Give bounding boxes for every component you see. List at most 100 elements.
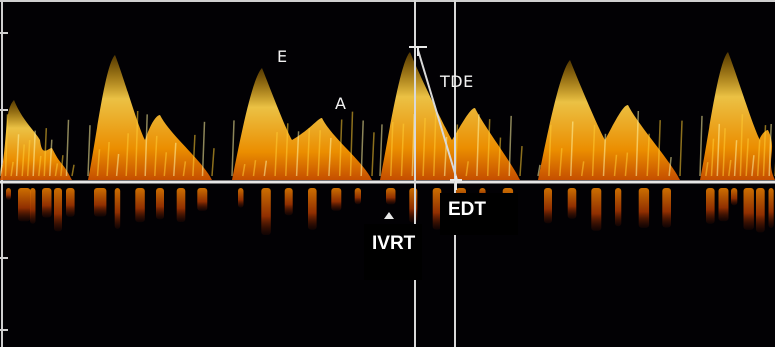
- doppler-speckle: [751, 155, 755, 177]
- doppler-speckle: [657, 120, 661, 177]
- doppler-speckle: [497, 137, 502, 177]
- doppler-speckle: [679, 120, 683, 177]
- doppler-speckle: [728, 159, 732, 177]
- a-wave-label: A: [335, 94, 347, 113]
- reverse-flow-blob: [731, 188, 738, 206]
- doppler-speckle: [115, 153, 120, 177]
- doppler-speckle: [173, 142, 177, 177]
- reverse-flow-blob: [331, 188, 342, 211]
- doppler-speckle: [26, 140, 31, 177]
- doppler-speckle: [745, 138, 749, 177]
- edt-label: EDT: [440, 193, 518, 235]
- doppler-speckle: [21, 144, 25, 177]
- reverse-flow-blob: [261, 188, 271, 235]
- doppler-speckle: [15, 134, 20, 177]
- doppler-speckle: [4, 114, 9, 177]
- peak-marker-icon: [409, 46, 427, 56]
- doppler-speckle: [739, 114, 744, 177]
- doppler-speckle: [400, 123, 405, 177]
- ivrt-arrow-icon: [384, 212, 394, 219]
- doppler-wave-beat: [538, 60, 680, 180]
- doppler-speckle: [0, 164, 3, 177]
- doppler-speckle: [317, 130, 321, 177]
- doppler-wave-beat: [88, 55, 212, 180]
- reverse-flow-blob: [308, 188, 317, 230]
- doppler-wave-beat: [232, 68, 372, 180]
- reverse-flow-blob: [718, 188, 729, 222]
- doppler-speckle: [306, 127, 311, 177]
- doppler-speckle: [65, 119, 70, 177]
- doppler-speckle: [537, 164, 541, 177]
- doppler-speckle: [379, 124, 383, 177]
- doppler-speckle: [762, 125, 767, 177]
- reverse-flow-blob: [615, 188, 622, 227]
- doppler-speckle: [328, 137, 332, 177]
- reverse-flow-blob: [30, 188, 36, 224]
- doppler-speckle: [613, 154, 618, 177]
- doppler-speckle: [60, 155, 64, 177]
- doppler-speckle: [10, 161, 14, 177]
- doppler-speckle: [548, 124, 552, 177]
- doppler-speckle: [106, 141, 110, 177]
- doppler-speckle: [163, 152, 168, 177]
- doppler-speckle: [465, 161, 469, 177]
- doppler-speckle: [602, 133, 607, 177]
- reverse-flow-blob: [238, 188, 244, 208]
- reverse-flow-blob: [386, 188, 396, 205]
- doppler-speckle: [422, 117, 426, 177]
- reverse-flow-blob: [662, 188, 671, 228]
- doppler-speckle: [201, 121, 206, 177]
- reverse-flow-blob: [432, 188, 442, 230]
- doppler-speckle: [231, 120, 235, 177]
- reverse-flow-blob: [54, 188, 62, 232]
- doppler-speckle: [756, 140, 761, 177]
- doppler-speckle: [591, 124, 596, 177]
- doppler-speckle: [716, 123, 721, 177]
- doppler-speckle: [338, 119, 343, 177]
- doppler-speckle: [371, 132, 375, 177]
- doppler-speckle: [192, 134, 196, 177]
- e-wave-label: E: [277, 47, 288, 66]
- doppler-speckle: [134, 110, 139, 177]
- doppler-speckle: [263, 160, 268, 177]
- reverse-flow-blob: [567, 188, 577, 219]
- doppler-speckle: [705, 162, 709, 177]
- reverse-flow-blob: [756, 188, 765, 233]
- reverse-flow-blob: [6, 188, 11, 200]
- doppler-speckle: [295, 131, 300, 177]
- doppler-speckle: [635, 110, 640, 177]
- doppler-speckle: [43, 128, 48, 177]
- reverse-flow-blob: [197, 188, 208, 211]
- doppler-speckle: [211, 148, 215, 177]
- baseline-marker-icon: [450, 176, 462, 190]
- doppler-speckle: [580, 161, 585, 177]
- doppler-speckle: [360, 120, 364, 177]
- doppler-speckle: [38, 155, 42, 177]
- doppler-speckle: [96, 149, 101, 177]
- doppler-speckle: [646, 133, 650, 177]
- reverse-flow-blob: [135, 188, 145, 223]
- doppler-speckle: [508, 115, 512, 177]
- doppler-speckle: [519, 146, 523, 177]
- doppler-speckle: [87, 125, 91, 177]
- reverse-flow-blob: [284, 188, 293, 216]
- doppler-speckle: [349, 111, 354, 177]
- reverse-flow-blob: [18, 188, 31, 222]
- doppler-speckle: [433, 113, 437, 177]
- reverse-flow-blob: [94, 188, 107, 217]
- doppler-speckle: [49, 139, 53, 177]
- doppler-speckle: [182, 161, 187, 177]
- tde-label: TDE: [440, 72, 474, 91]
- doppler-speckle: [733, 140, 738, 177]
- reverse-flow-blob: [42, 188, 52, 218]
- doppler-speckle: [624, 152, 629, 177]
- doppler-speckle: [486, 119, 491, 177]
- doppler-speckle: [699, 115, 703, 177]
- doppler-speckle: [285, 123, 289, 177]
- doppler-speckle: [144, 114, 148, 177]
- doppler-speckle: [768, 123, 772, 177]
- doppler-speckle: [722, 128, 726, 177]
- ivrt-label: IVRT: [364, 224, 422, 280]
- reverse-flow-blob: [743, 188, 754, 230]
